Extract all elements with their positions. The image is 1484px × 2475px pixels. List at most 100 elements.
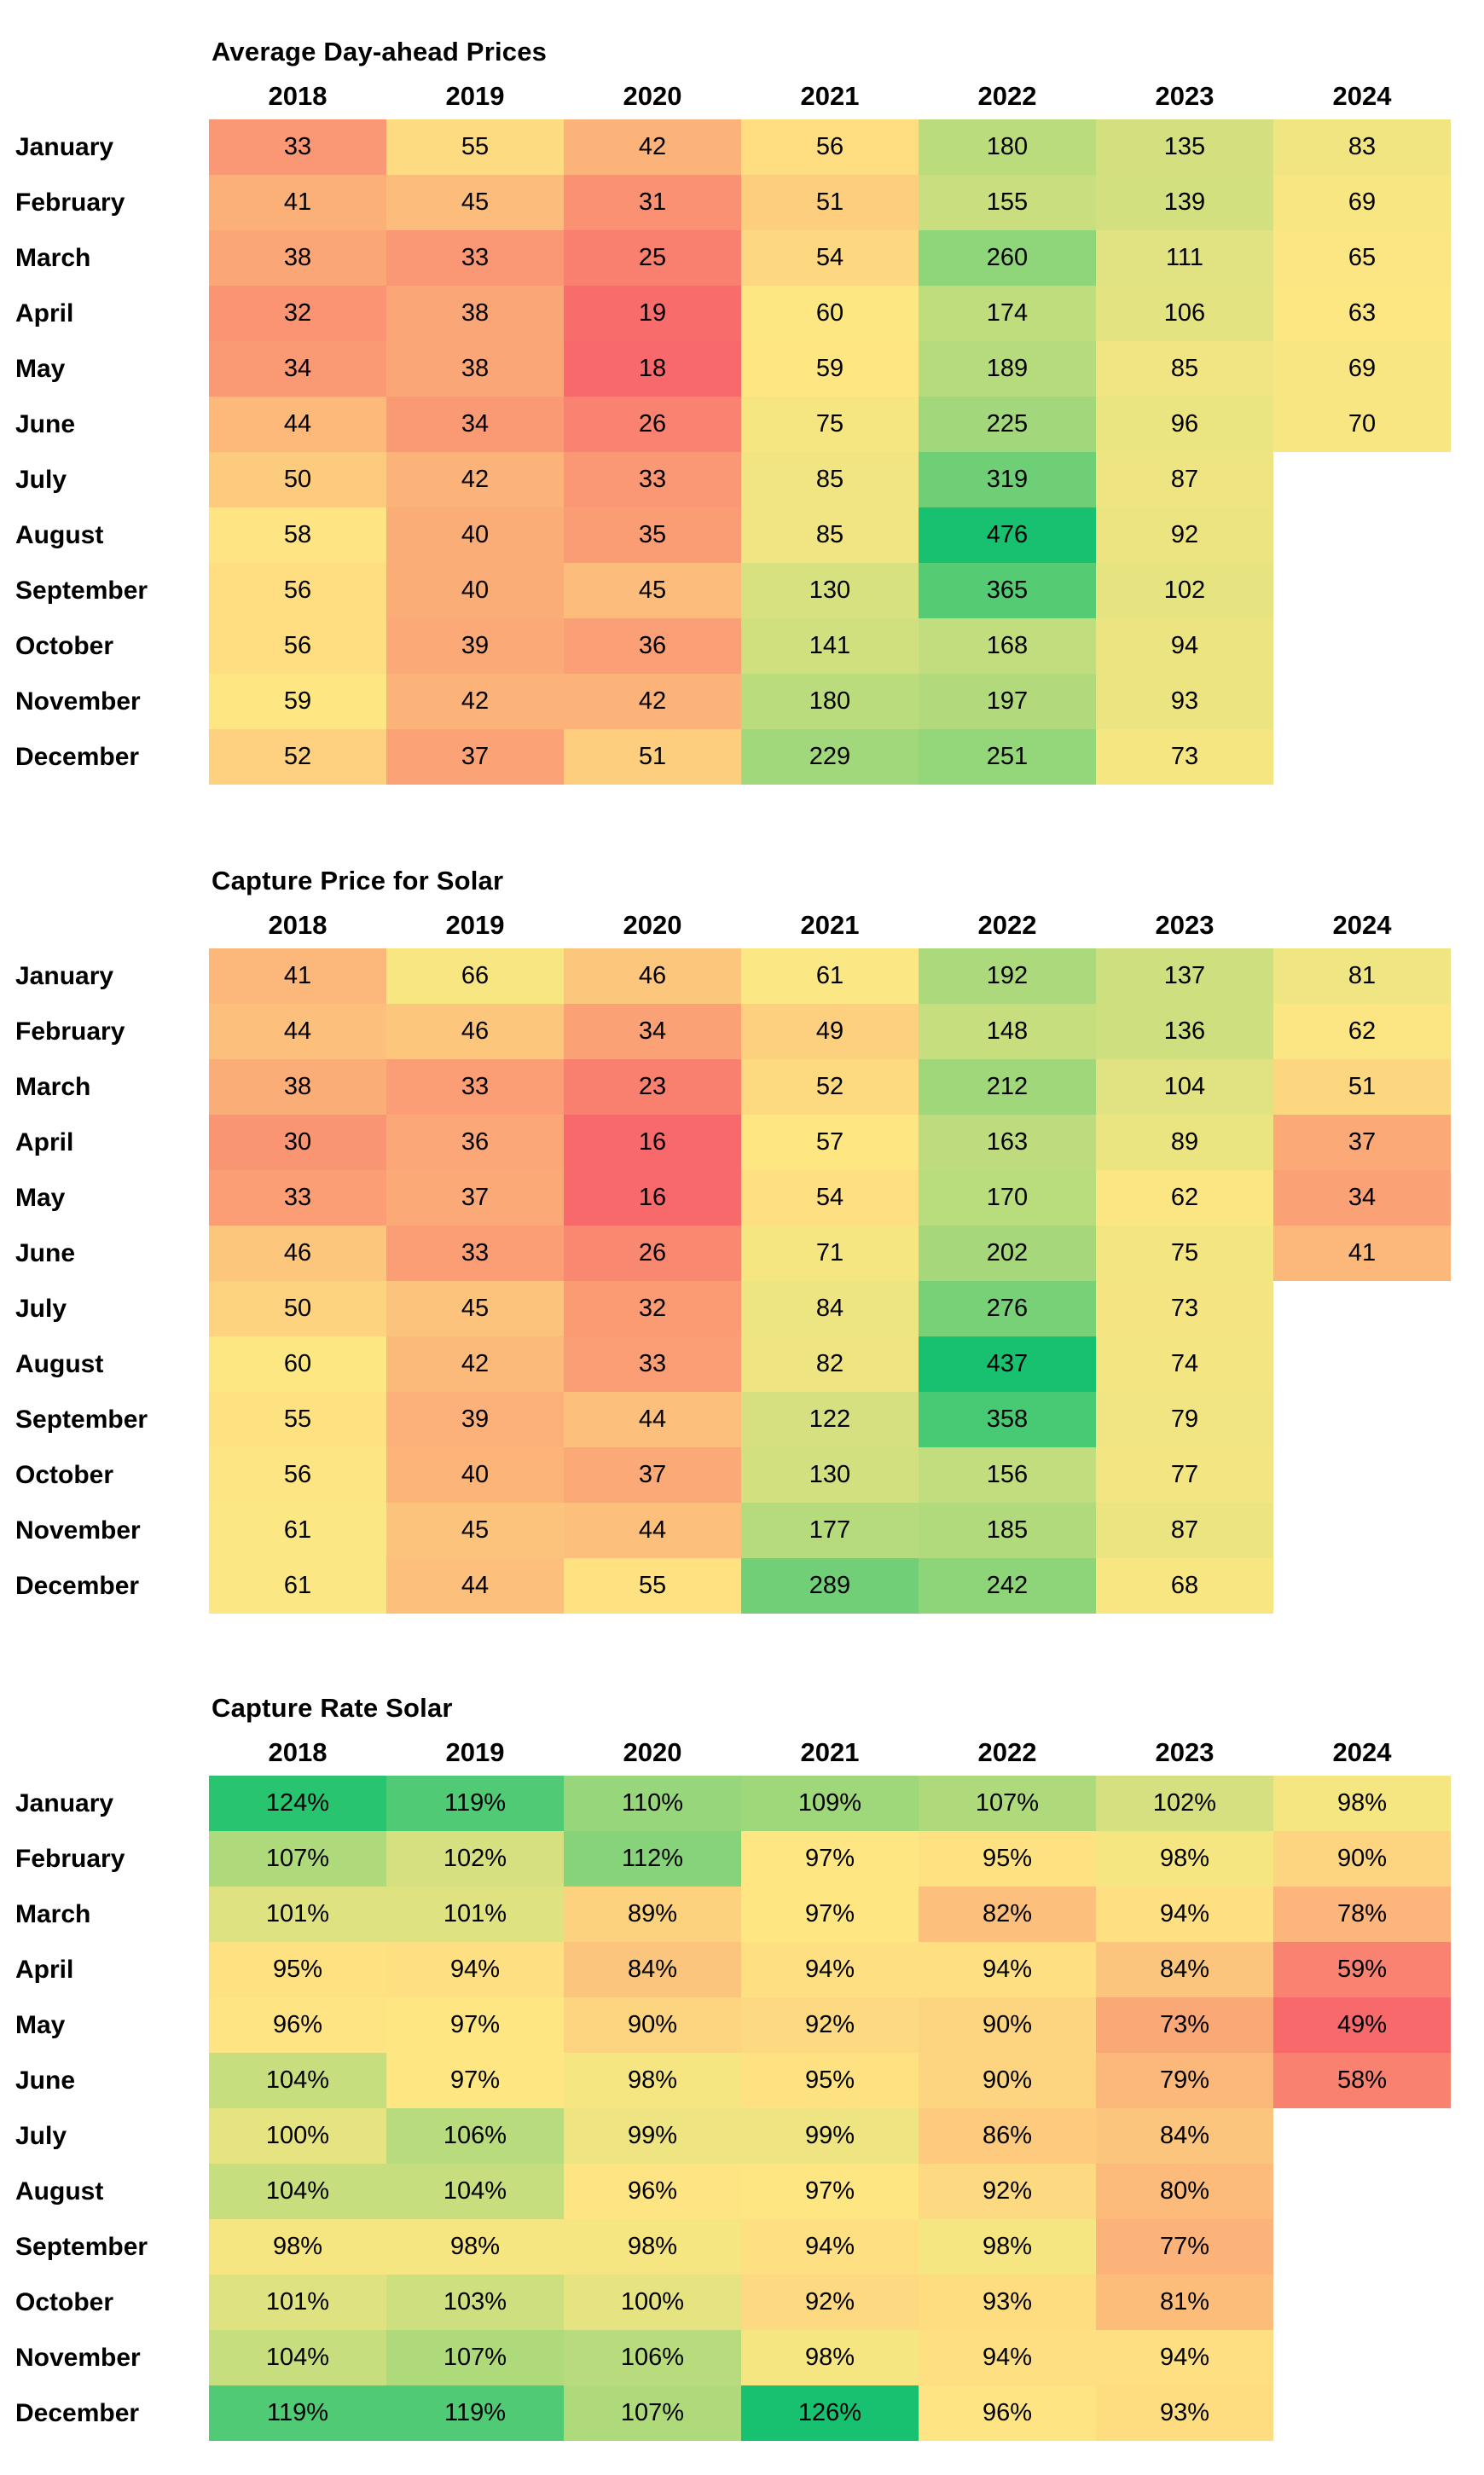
heatmap-cell[interactable]: 55 (386, 119, 564, 175)
heatmap-cell[interactable]: 110% (564, 1776, 741, 1831)
heatmap-cell[interactable]: 75 (741, 397, 919, 452)
heatmap-cell[interactable]: 180 (919, 119, 1096, 175)
heatmap-cell[interactable]: 44 (209, 397, 386, 452)
heatmap-cell[interactable]: 84% (1096, 1942, 1273, 1997)
heatmap-cell[interactable]: 106 (1096, 286, 1273, 341)
heatmap-cell[interactable]: 38 (386, 341, 564, 397)
heatmap-cell[interactable]: 37 (386, 1170, 564, 1226)
heatmap-cell[interactable]: 81% (1096, 2275, 1273, 2330)
heatmap-cell[interactable]: 42 (386, 452, 564, 507)
heatmap-cell[interactable]: 101% (386, 1887, 564, 1942)
heatmap-cell[interactable]: 33 (564, 452, 741, 507)
heatmap-cell[interactable]: 104% (386, 2164, 564, 2219)
heatmap-cell[interactable]: 33 (386, 230, 564, 286)
heatmap-cell[interactable]: 65 (1273, 230, 1451, 286)
heatmap-cell[interactable]: 33 (564, 1336, 741, 1392)
heatmap-cell[interactable]: 98% (209, 2219, 386, 2275)
heatmap-cell[interactable]: 49% (1273, 1997, 1451, 2053)
heatmap-cell[interactable]: 62 (1096, 1170, 1273, 1226)
heatmap-cell[interactable]: 45 (386, 175, 564, 230)
heatmap-cell[interactable]: 107% (919, 1776, 1096, 1831)
heatmap-cell[interactable]: 94% (1096, 1887, 1273, 1942)
heatmap-cell[interactable]: 97% (386, 2053, 564, 2108)
heatmap-cell[interactable]: 33 (386, 1059, 564, 1115)
heatmap-cell[interactable]: 73 (1096, 729, 1273, 785)
heatmap-cell[interactable]: 85 (741, 507, 919, 563)
heatmap-cell[interactable]: 148 (919, 1004, 1096, 1059)
heatmap-cell[interactable]: 102 (1096, 563, 1273, 618)
heatmap-cell[interactable]: 42 (386, 1336, 564, 1392)
heatmap-cell[interactable]: 94% (741, 1942, 919, 1997)
heatmap-cell[interactable]: 98% (919, 2219, 1096, 2275)
heatmap-cell[interactable]: 111 (1096, 230, 1273, 286)
heatmap-cell[interactable]: 66 (386, 948, 564, 1004)
heatmap-cell[interactable]: 84 (741, 1281, 919, 1336)
heatmap-cell[interactable]: 73% (1096, 1997, 1273, 2053)
heatmap-cell[interactable]: 83 (1273, 119, 1451, 175)
heatmap-cell[interactable]: 104% (209, 2164, 386, 2219)
heatmap-cell[interactable]: 99% (564, 2108, 741, 2164)
heatmap-cell[interactable]: 100% (564, 2275, 741, 2330)
heatmap-cell[interactable]: 180 (741, 674, 919, 729)
heatmap-cell[interactable]: 33 (386, 1226, 564, 1281)
heatmap-cell[interactable]: 77% (1096, 2219, 1273, 2275)
heatmap-cell[interactable]: 119% (386, 2385, 564, 2441)
heatmap-cell[interactable]: 30 (209, 1115, 386, 1170)
heatmap-cell[interactable]: 36 (564, 618, 741, 674)
heatmap-cell[interactable]: 26 (564, 1226, 741, 1281)
heatmap-cell[interactable]: 212 (919, 1059, 1096, 1115)
heatmap-cell[interactable]: 56 (209, 1447, 386, 1503)
heatmap-cell[interactable]: 41 (1273, 1226, 1451, 1281)
heatmap-cell[interactable]: 19 (564, 286, 741, 341)
heatmap-cell[interactable]: 189 (919, 341, 1096, 397)
heatmap-cell[interactable]: 119% (209, 2385, 386, 2441)
heatmap-cell[interactable]: 40 (386, 1447, 564, 1503)
heatmap-cell[interactable]: 94 (1096, 618, 1273, 674)
heatmap-cell[interactable]: 39 (386, 1392, 564, 1447)
heatmap-cell[interactable]: 85 (1096, 341, 1273, 397)
heatmap-cell[interactable]: 101% (209, 1887, 386, 1942)
heatmap-cell[interactable]: 93% (919, 2275, 1096, 2330)
heatmap-cell[interactable]: 69 (1273, 341, 1451, 397)
heatmap-cell[interactable]: 42 (386, 674, 564, 729)
heatmap-cell[interactable]: 97% (741, 1887, 919, 1942)
heatmap-cell[interactable]: 32 (209, 286, 386, 341)
heatmap-cell[interactable]: 174 (919, 286, 1096, 341)
heatmap-cell[interactable]: 82% (919, 1887, 1096, 1942)
heatmap-cell[interactable]: 80% (1096, 2164, 1273, 2219)
heatmap-cell[interactable]: 90% (919, 2053, 1096, 2108)
heatmap-cell[interactable]: 122 (741, 1392, 919, 1447)
heatmap-cell[interactable]: 84% (564, 1942, 741, 1997)
heatmap-cell[interactable]: 32 (564, 1281, 741, 1336)
heatmap-cell[interactable]: 170 (919, 1170, 1096, 1226)
heatmap-cell[interactable]: 37 (386, 729, 564, 785)
heatmap-cell[interactable]: 51 (1273, 1059, 1451, 1115)
heatmap-cell[interactable]: 97% (386, 1997, 564, 2053)
heatmap-cell[interactable]: 69 (1273, 175, 1451, 230)
heatmap-cell[interactable]: 56 (209, 563, 386, 618)
heatmap-cell[interactable]: 34 (564, 1004, 741, 1059)
heatmap-cell[interactable]: 155 (919, 175, 1096, 230)
heatmap-cell[interactable]: 45 (386, 1281, 564, 1336)
heatmap-cell[interactable]: 319 (919, 452, 1096, 507)
heatmap-cell[interactable]: 55 (564, 1558, 741, 1614)
heatmap-cell[interactable]: 44 (209, 1004, 386, 1059)
heatmap-cell[interactable]: 85 (741, 452, 919, 507)
heatmap-cell[interactable]: 242 (919, 1558, 1096, 1614)
heatmap-cell[interactable]: 90% (919, 1997, 1096, 2053)
heatmap-cell[interactable]: 78% (1273, 1887, 1451, 1942)
heatmap-cell[interactable]: 38 (209, 1059, 386, 1115)
heatmap-cell[interactable]: 33 (209, 119, 386, 175)
heatmap-cell[interactable]: 98% (741, 2330, 919, 2385)
heatmap-cell[interactable]: 92% (741, 2275, 919, 2330)
heatmap-cell[interactable]: 124% (209, 1776, 386, 1831)
heatmap-cell[interactable]: 70 (1273, 397, 1451, 452)
heatmap-cell[interactable]: 163 (919, 1115, 1096, 1170)
heatmap-cell[interactable]: 25 (564, 230, 741, 286)
heatmap-cell[interactable]: 16 (564, 1115, 741, 1170)
heatmap-cell[interactable]: 37 (564, 1447, 741, 1503)
heatmap-cell[interactable]: 99% (741, 2108, 919, 2164)
heatmap-cell[interactable]: 112% (564, 1831, 741, 1887)
heatmap-cell[interactable]: 437 (919, 1336, 1096, 1392)
heatmap-cell[interactable]: 103% (386, 2275, 564, 2330)
